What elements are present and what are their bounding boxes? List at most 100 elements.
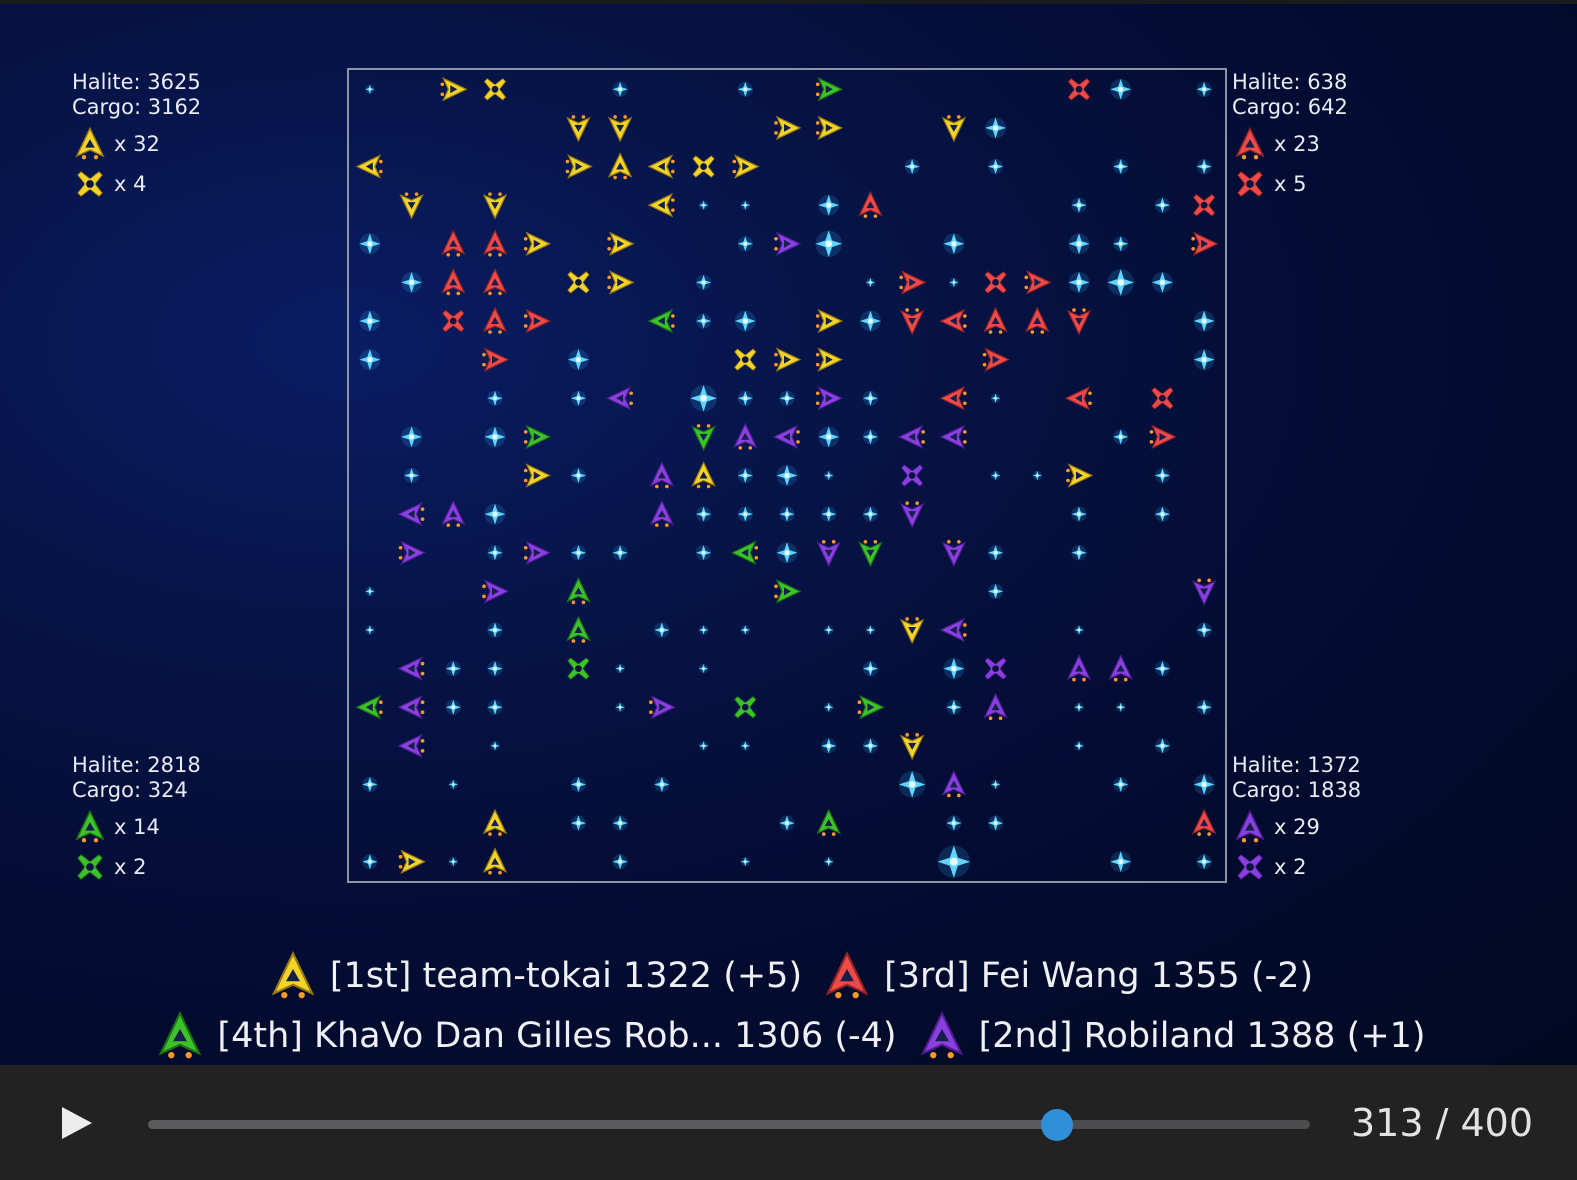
ship[interactable] [523,231,552,257]
ship[interactable] [398,540,426,565]
dropoff-structure[interactable] [692,155,715,178]
ship[interactable] [816,808,841,836]
dropoff-structure[interactable] [442,309,465,333]
ship[interactable] [482,847,508,875]
ship[interactable] [941,115,967,143]
timeline-handle[interactable] [1041,1109,1074,1141]
dropoff-structure[interactable] [567,271,590,294]
ship[interactable] [355,154,383,179]
ship[interactable] [397,501,425,527]
ship[interactable] [815,77,844,102]
ship[interactable] [857,694,885,720]
ship[interactable] [941,770,967,798]
ship[interactable] [774,231,802,257]
ship[interactable] [899,308,925,336]
ship[interactable] [815,115,844,141]
ship[interactable] [899,617,925,645]
ship[interactable] [1191,578,1217,606]
ship[interactable] [482,347,510,372]
ship[interactable] [1024,270,1052,295]
ship[interactable] [607,270,635,295]
ship[interactable] [649,694,677,720]
dropoff-structure[interactable] [984,271,1007,294]
ship[interactable] [523,540,552,565]
dropoff-structure[interactable] [567,657,590,680]
ship[interactable] [482,268,508,296]
ship[interactable] [815,347,844,372]
ship[interactable] [1066,654,1092,682]
ship[interactable] [1108,654,1133,682]
dropoff-structure[interactable] [734,696,757,719]
ship[interactable] [815,386,844,411]
play-icon[interactable] [56,1101,96,1145]
ship[interactable] [897,424,925,450]
ship[interactable] [858,539,883,568]
ship[interactable] [774,347,802,372]
ship[interactable] [565,154,593,179]
ship[interactable] [398,849,426,874]
ship[interactable] [523,424,552,450]
ship[interactable] [1066,463,1094,488]
ship[interactable] [982,347,1010,372]
ship[interactable] [1066,308,1092,336]
ship[interactable] [983,306,1008,334]
ship[interactable] [816,539,841,568]
ship[interactable] [441,268,466,296]
game-board[interactable] [347,68,1227,883]
ship[interactable] [441,499,466,527]
ship[interactable] [397,694,425,720]
ship[interactable] [774,115,802,141]
board-canvas[interactable] [349,70,1225,881]
ship[interactable] [482,306,508,334]
ship[interactable] [523,463,552,488]
ship[interactable] [774,579,802,604]
ship[interactable] [440,77,468,102]
ship[interactable] [607,115,633,143]
ship[interactable] [1191,808,1217,836]
dropoff-structure[interactable] [900,464,924,487]
ship[interactable] [691,424,716,452]
timeline-slider[interactable] [148,1109,1310,1141]
ship[interactable] [815,308,844,334]
ship[interactable] [732,154,760,179]
dropoff-structure[interactable] [984,657,1007,680]
ship[interactable] [1025,306,1050,334]
ship[interactable] [647,192,675,218]
ship[interactable] [1064,386,1092,411]
ship[interactable] [566,115,591,143]
dropoff-structure[interactable] [1151,387,1174,410]
ship[interactable] [899,501,925,529]
ship[interactable] [605,386,633,411]
ship[interactable] [397,733,425,759]
ship[interactable] [523,308,552,334]
ship[interactable] [441,229,466,257]
ship[interactable] [939,386,967,411]
ship[interactable] [607,152,633,180]
dropoff-structure[interactable] [1067,78,1091,101]
ship[interactable] [566,615,591,643]
ship[interactable] [899,270,927,295]
dropoff-structure[interactable] [1192,193,1216,217]
ship[interactable] [649,461,675,489]
ship[interactable] [1191,231,1219,257]
ship[interactable] [939,424,967,450]
ship[interactable] [939,617,967,643]
ship[interactable] [647,308,675,334]
ship[interactable] [941,539,967,568]
ship[interactable] [482,192,508,220]
ship[interactable] [607,231,635,257]
ship[interactable] [730,540,759,565]
ship[interactable] [482,808,508,836]
ship[interactable] [355,694,383,720]
ship[interactable] [772,424,800,450]
ship[interactable] [858,190,883,218]
ship[interactable] [482,579,510,604]
ship[interactable] [482,229,508,257]
ship[interactable] [647,154,675,179]
ship[interactable] [939,308,967,334]
ship[interactable] [1149,424,1177,450]
ship[interactable] [649,499,675,527]
dropoff-structure[interactable] [734,348,757,371]
ship[interactable] [983,692,1008,721]
ship[interactable] [733,422,758,450]
